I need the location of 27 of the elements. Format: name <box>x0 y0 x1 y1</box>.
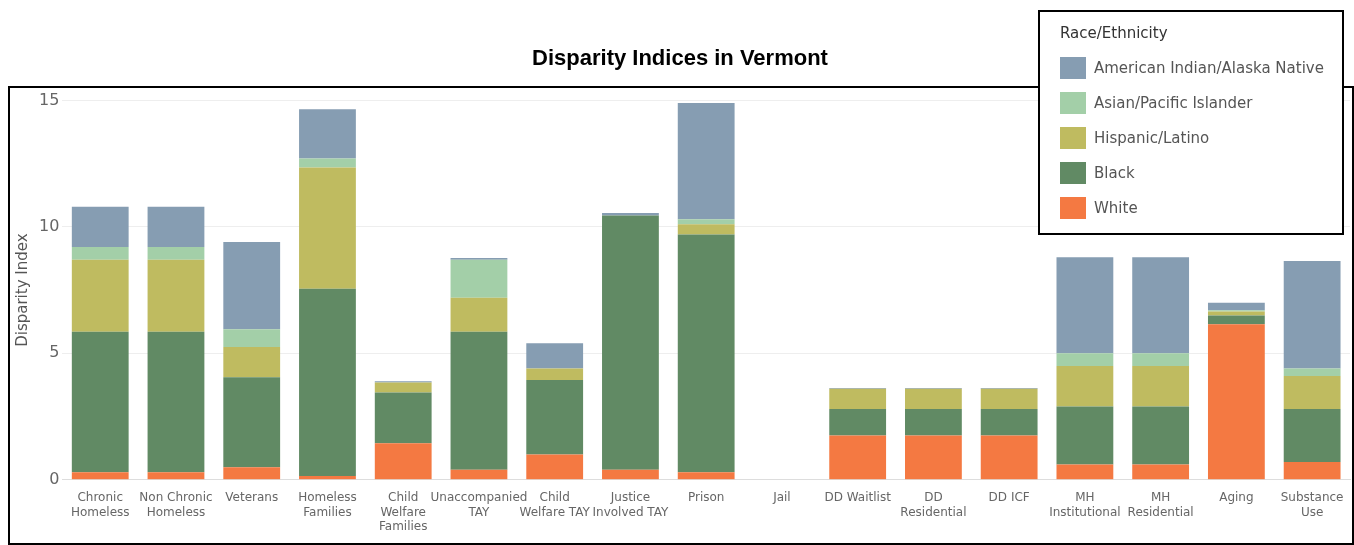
y-tick-label: 15 <box>39 89 60 109</box>
legend-title: Race/Ethnicity <box>1060 24 1169 42</box>
x-tick-label: Substance Use <box>1280 490 1344 519</box>
x-tick-label: Justice Involved TAY <box>592 490 670 519</box>
y-tick-label: 0 <box>49 468 60 488</box>
legend-label: Hispanic/Latino <box>1094 128 1210 147</box>
y-axis-title: Disparity Index <box>12 233 31 347</box>
chart-title: Disparity Indices in Vermont <box>532 45 829 71</box>
x-tick-label: DD Residential <box>900 490 967 519</box>
x-tick-label: Child Welfare Families <box>378 490 428 533</box>
x-tick-label: DD ICF <box>988 490 1030 505</box>
x-tick-label: DD Waitlist <box>824 490 892 505</box>
x-tick-label: Chronic Homeless <box>70 490 130 519</box>
x-tick-label: MH Institutional <box>1049 490 1121 519</box>
legend-label: White <box>1094 198 1138 217</box>
legend-label: Asian/Pacific Islander <box>1094 93 1253 112</box>
x-tick-label: MH Residential <box>1127 490 1194 519</box>
x-tick-label: Non Chronic Homeless <box>139 490 213 519</box>
x-tick-label: Veterans <box>225 490 279 505</box>
legend-label: American Indian/Alaska Native <box>1094 58 1324 77</box>
legend-label: Black <box>1094 163 1135 182</box>
x-tick-label: Jail <box>772 490 791 505</box>
y-tick-label: 5 <box>49 342 60 362</box>
x-tick-label: Aging <box>1219 490 1254 505</box>
y-tick-label: 10 <box>39 216 60 236</box>
x-tick-label: Homeless Families <box>298 490 357 519</box>
x-tick-label: Prison <box>687 490 725 505</box>
